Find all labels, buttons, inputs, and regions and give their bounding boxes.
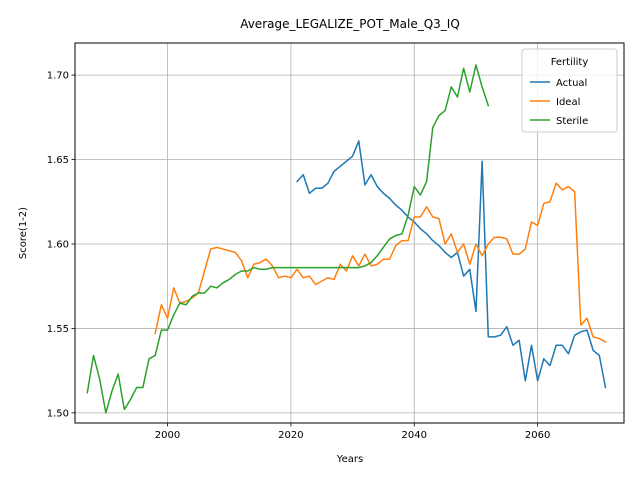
series-line-actual bbox=[296, 140, 607, 389]
series-lines bbox=[86, 64, 607, 414]
x-axis-ticks: 2000 2020 2040 2060 bbox=[155, 423, 550, 441]
x-axis-label: Years bbox=[336, 454, 363, 465]
y-axis-label: Score(1-2) bbox=[18, 207, 29, 259]
y-tick-label: 1.50 bbox=[47, 408, 69, 419]
y-tick-label: 1.65 bbox=[47, 155, 69, 166]
y-axis-ticks: 1.50 1.55 1.60 1.65 1.70 bbox=[47, 71, 75, 419]
legend-label-sterile: Sterile bbox=[556, 116, 588, 127]
legend: Fertility Actual Ideal Sterile bbox=[521, 48, 618, 133]
series-line-sterile bbox=[86, 64, 490, 414]
x-tick-label: 2020 bbox=[278, 430, 303, 441]
legend-title: Fertility bbox=[551, 57, 589, 68]
x-tick-label: 2040 bbox=[402, 430, 427, 441]
y-tick-label: 1.55 bbox=[47, 324, 69, 335]
y-tick-label: 1.60 bbox=[47, 239, 69, 250]
x-tick-label: 2000 bbox=[155, 430, 180, 441]
legend-box bbox=[521, 48, 618, 133]
plot-area-frame bbox=[74, 42, 625, 424]
y-tick-label: 1.70 bbox=[47, 71, 69, 82]
chart-title: Average_LEGALIZE_POT_Male_Q3_IQ bbox=[240, 17, 460, 31]
x-tick-label: 2060 bbox=[525, 430, 550, 441]
legend-label-ideal: Ideal bbox=[556, 97, 580, 108]
legend-label-actual: Actual bbox=[556, 78, 587, 89]
series-line-ideal bbox=[154, 182, 607, 343]
